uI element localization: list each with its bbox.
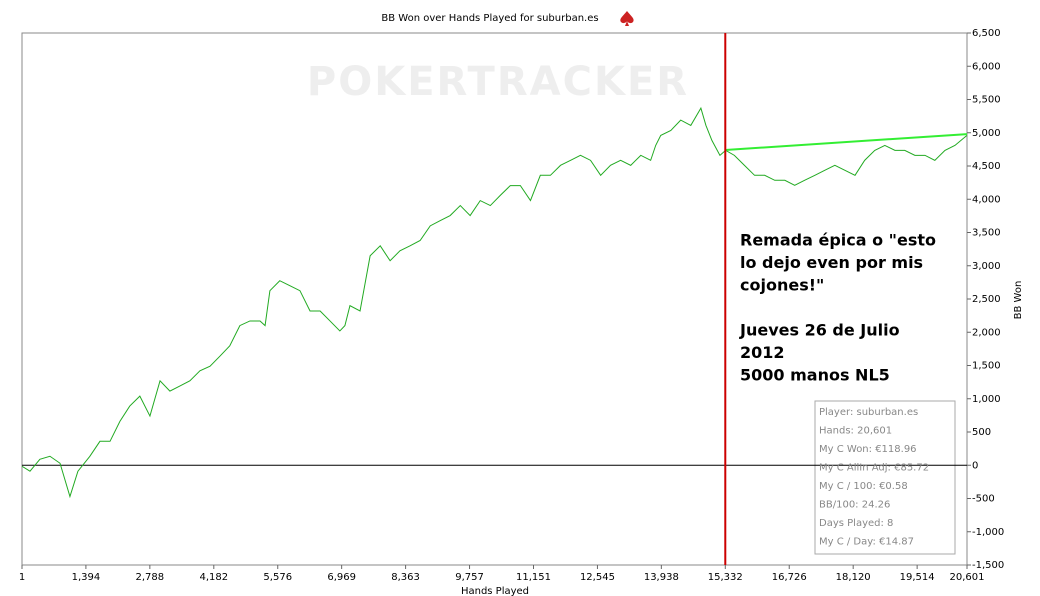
x-tick-label: 19,514 bbox=[900, 572, 935, 583]
y-tick-label: 3,500 bbox=[972, 228, 1001, 239]
x-tick-label: 18,120 bbox=[836, 572, 871, 583]
y-tick-label: 1,500 bbox=[972, 361, 1001, 372]
y-tick-label: 2,000 bbox=[972, 327, 1001, 338]
stat-line: Hands: 20,601 bbox=[819, 426, 892, 437]
x-tick-label: 11,151 bbox=[516, 572, 551, 583]
y-tick-label: 3,000 bbox=[972, 261, 1001, 272]
stat-line: BB/100: 24.26 bbox=[819, 500, 890, 511]
y-tick-label: 1,000 bbox=[972, 394, 1001, 405]
x-tick-label: 6,969 bbox=[327, 572, 356, 583]
x-tick-label: 9,757 bbox=[455, 572, 484, 583]
annotation: lo dejo even por mis bbox=[740, 253, 923, 272]
x-tick-label: 2,788 bbox=[136, 572, 165, 583]
y-tick-label: 5,000 bbox=[972, 128, 1001, 139]
stat-line: My C Won: €118.96 bbox=[819, 444, 917, 455]
y-axis-label: BB Won bbox=[1013, 281, 1024, 320]
stat-line: Days Played: 8 bbox=[819, 518, 893, 529]
y-tick-label: 5,500 bbox=[972, 95, 1001, 106]
stat-line: My C AllIn Adj: €85.72 bbox=[819, 463, 929, 474]
annotation: Remada épica o "esto bbox=[740, 231, 936, 250]
x-tick-label: 12,545 bbox=[580, 572, 615, 583]
stats-box bbox=[814, 400, 956, 555]
stat-line: My C / 100: €0.58 bbox=[819, 481, 908, 492]
y-tick-label: 500 bbox=[972, 427, 991, 438]
y-tick-label: 4,500 bbox=[972, 161, 1001, 172]
x-tick-label: 13,938 bbox=[644, 572, 679, 583]
annotation: 5000 manos NL5 bbox=[740, 366, 890, 385]
y-tick-label: -500 bbox=[972, 494, 995, 505]
watermark: POKERTRACKER bbox=[307, 59, 689, 105]
x-axis-label: Hands Played bbox=[461, 586, 529, 596]
x-tick-label: 1,394 bbox=[72, 572, 101, 583]
annotation: cojones!" bbox=[740, 276, 824, 295]
annotation: Jueves 26 de Julio bbox=[739, 321, 900, 340]
x-tick-label: 20,601 bbox=[950, 572, 985, 583]
spade-icon bbox=[620, 11, 634, 26]
x-tick-label: 5,576 bbox=[263, 572, 292, 583]
data-line bbox=[21, 106, 968, 499]
y-tick-label: 2,500 bbox=[972, 294, 1001, 305]
stat-line: My C / Day: €14.87 bbox=[819, 537, 914, 548]
y-tick-label: -1,000 bbox=[972, 527, 1004, 538]
y-tick-label: 4,000 bbox=[972, 194, 1001, 205]
x-tick-label: 8,363 bbox=[391, 572, 420, 583]
y-tick-label: 6,500 bbox=[972, 28, 1001, 39]
y-tick-label: 0 bbox=[972, 460, 978, 471]
trend-line bbox=[725, 133, 968, 152]
x-tick-label: 1 bbox=[19, 572, 25, 583]
x-tick-label: 16,726 bbox=[772, 572, 807, 583]
x-tick-label: 4,182 bbox=[199, 572, 228, 583]
y-tick-label: -1,500 bbox=[972, 560, 1004, 571]
chart-title: BB Won over Hands Played for suburban.es bbox=[381, 13, 598, 24]
y-tick-label: 6,000 bbox=[972, 61, 1001, 72]
stat-line: Player: suburban.es bbox=[819, 407, 918, 418]
annotation: 2012 bbox=[740, 343, 785, 362]
x-tick-label: 15,332 bbox=[708, 572, 743, 583]
